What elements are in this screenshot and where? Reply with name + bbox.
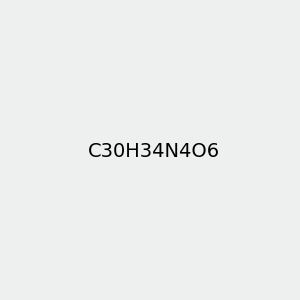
Text: C30H34N4O6: C30H34N4O6 bbox=[88, 142, 220, 161]
